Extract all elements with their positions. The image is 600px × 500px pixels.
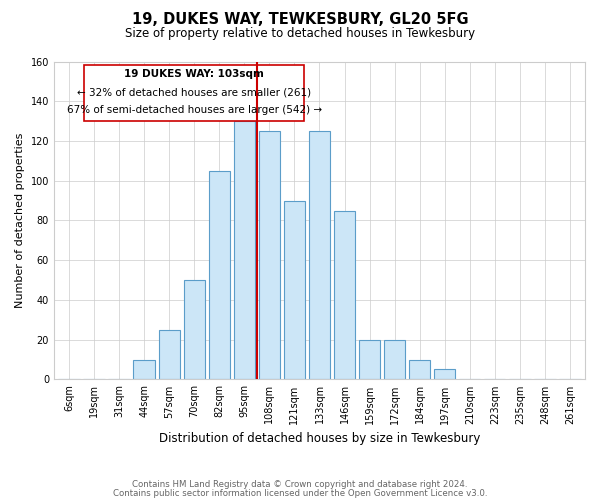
- Bar: [158, 330, 180, 380]
- Bar: [309, 131, 330, 380]
- Bar: [233, 121, 255, 380]
- Bar: [434, 370, 455, 380]
- Bar: [409, 360, 430, 380]
- Text: 19 DUKES WAY: 103sqm: 19 DUKES WAY: 103sqm: [124, 70, 264, 80]
- Bar: [334, 210, 355, 380]
- Bar: [209, 171, 230, 380]
- Bar: [284, 200, 305, 380]
- Text: 19, DUKES WAY, TEWKESBURY, GL20 5FG: 19, DUKES WAY, TEWKESBURY, GL20 5FG: [131, 12, 469, 28]
- Text: Contains public sector information licensed under the Open Government Licence v3: Contains public sector information licen…: [113, 490, 487, 498]
- Bar: [384, 340, 405, 380]
- Bar: [259, 131, 280, 380]
- Bar: [184, 280, 205, 380]
- Bar: [133, 360, 155, 380]
- Text: Contains HM Land Registry data © Crown copyright and database right 2024.: Contains HM Land Registry data © Crown c…: [132, 480, 468, 489]
- FancyBboxPatch shape: [84, 66, 304, 121]
- Bar: [359, 340, 380, 380]
- X-axis label: Distribution of detached houses by size in Tewkesbury: Distribution of detached houses by size …: [159, 432, 480, 445]
- Text: ← 32% of detached houses are smaller (261): ← 32% of detached houses are smaller (26…: [77, 88, 311, 98]
- Y-axis label: Number of detached properties: Number of detached properties: [15, 133, 25, 308]
- Text: Size of property relative to detached houses in Tewkesbury: Size of property relative to detached ho…: [125, 28, 475, 40]
- Text: 67% of semi-detached houses are larger (542) →: 67% of semi-detached houses are larger (…: [67, 105, 322, 115]
